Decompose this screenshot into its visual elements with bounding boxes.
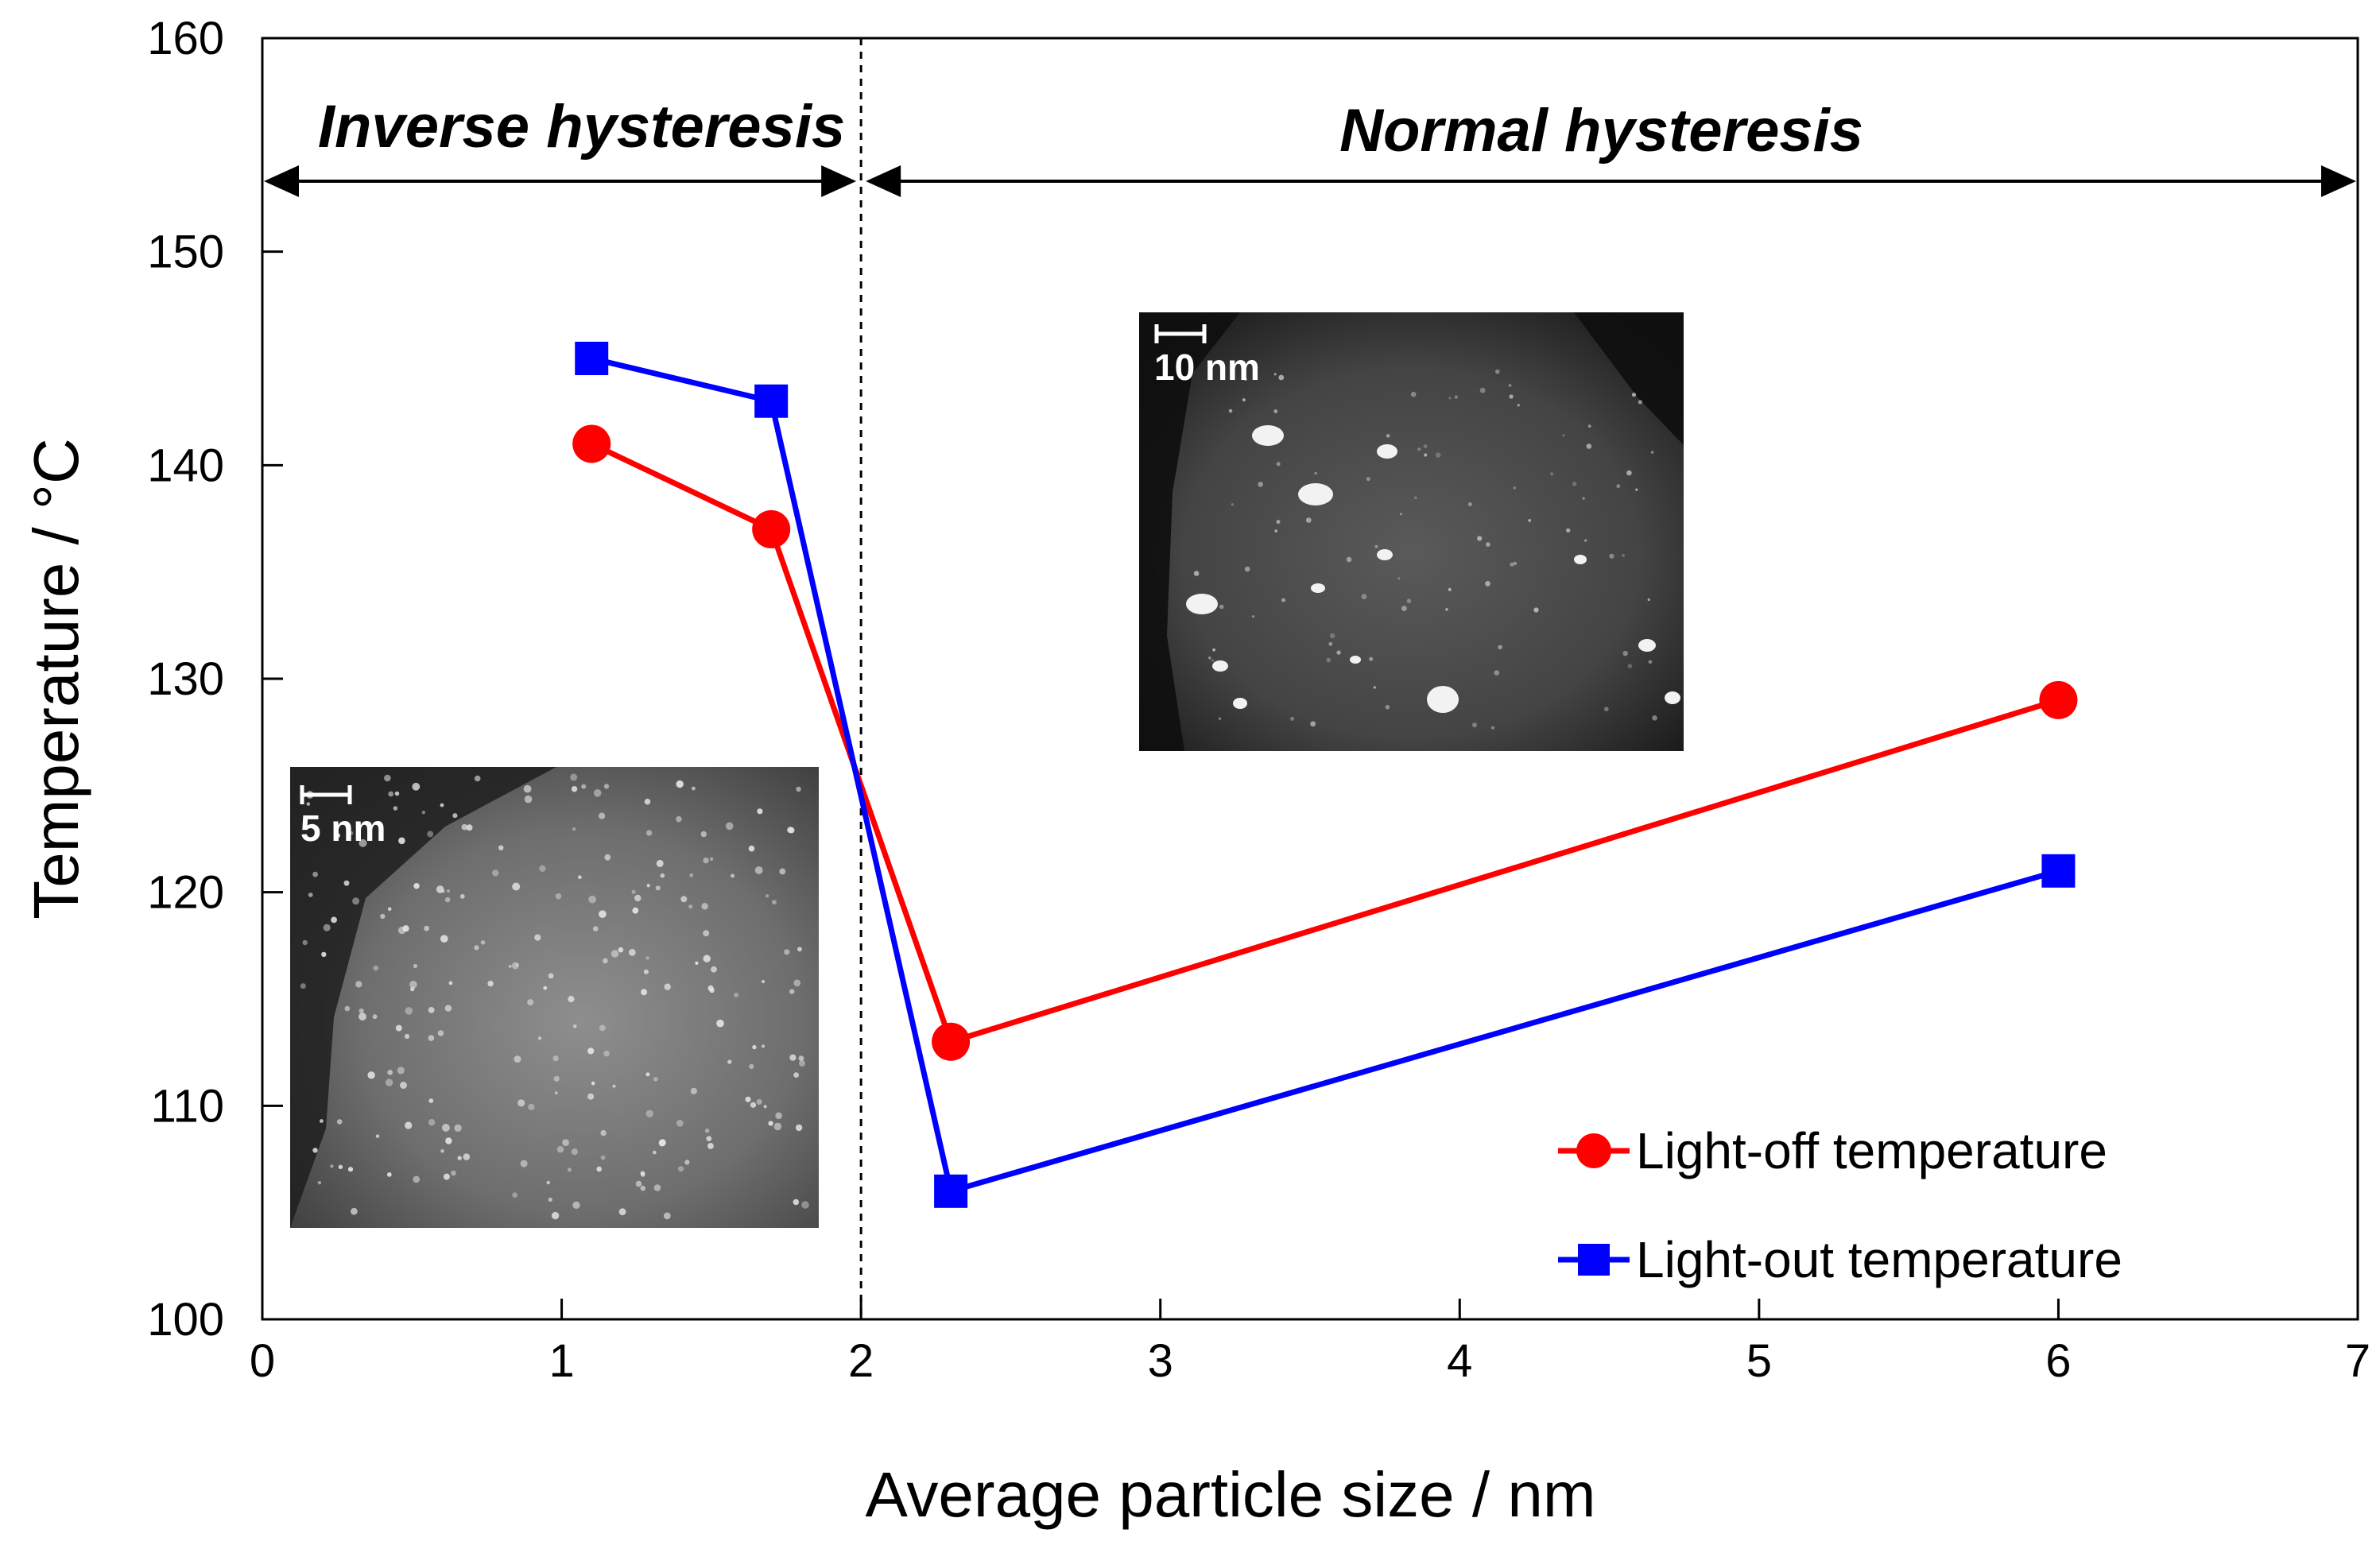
- x-tick-label: 4: [1447, 1335, 1472, 1387]
- data-series: [572, 342, 2078, 1208]
- data-point-light-off: [572, 424, 611, 463]
- scale-label-large: 10 nm: [1154, 347, 1260, 388]
- stem-image-small-particles: 5 nm: [290, 767, 819, 1228]
- legend: Light-off temperature Light-out temperat…: [1558, 1122, 2122, 1288]
- x-axis-ticks: 0 1 2 3 4 5 6 7: [250, 1299, 2370, 1387]
- region-label-inverse: Inverse hysteresis: [318, 93, 845, 161]
- scale-label-small: 5 nm: [300, 807, 386, 849]
- arrowhead: [866, 165, 901, 197]
- data-point-light-out: [754, 384, 789, 418]
- arrowhead: [821, 165, 857, 197]
- y-tick-label: 160: [147, 13, 224, 64]
- y-tick-label: 110: [151, 1080, 224, 1132]
- x-axis-title: Average particle size / nm: [866, 1459, 1596, 1530]
- region-label-normal: Normal hysteresis: [1339, 97, 1863, 165]
- data-point-light-off: [932, 1022, 971, 1061]
- legend-label-light-out: Light-out temperature: [1636, 1231, 2122, 1288]
- data-point-light-out: [934, 1174, 968, 1208]
- legend-marker-light-off: [1576, 1133, 1611, 1168]
- y-tick-label: 140: [147, 440, 224, 491]
- y-tick-label: 130: [147, 653, 224, 705]
- series-line-light-out: [591, 355, 2060, 1195]
- y-axis-title: Temperature / °C: [21, 438, 91, 920]
- legend-marker-light-out: [1578, 1244, 1610, 1276]
- x-tick-label: 2: [848, 1335, 874, 1387]
- y-tick-label: 120: [147, 867, 224, 919]
- data-point-light-off: [2039, 680, 2078, 719]
- x-tick-label: 6: [2045, 1335, 2071, 1387]
- x-tick-label: 7: [2345, 1335, 2370, 1387]
- hysteresis-regions: Inverse hysteresis Normal hysteresis: [264, 93, 2356, 197]
- stem-image-large-particles: 10 nm: [1139, 312, 1684, 751]
- y-tick-label: 100: [147, 1294, 224, 1346]
- data-point-light-out: [575, 342, 609, 375]
- y-axis-ticks: 100 110 120 130 140 150 160: [147, 13, 283, 1346]
- x-tick-label: 0: [250, 1335, 275, 1387]
- x-tick-label: 5: [1746, 1335, 1772, 1387]
- data-point-light-out: [2041, 854, 2076, 888]
- arrowhead: [2321, 165, 2356, 197]
- x-tick-label: 1: [548, 1335, 574, 1387]
- x-tick-label: 3: [1148, 1335, 1173, 1387]
- legend-label-light-off: Light-off temperature: [1636, 1122, 2107, 1179]
- data-point-light-off: [752, 509, 791, 548]
- y-tick-label: 150: [147, 227, 224, 278]
- arrowhead: [264, 165, 299, 197]
